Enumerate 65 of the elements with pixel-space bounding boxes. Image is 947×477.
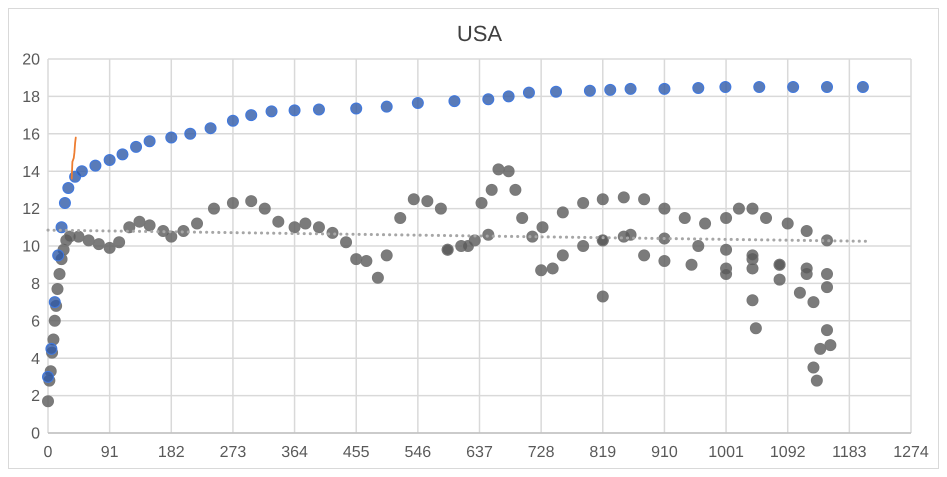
x-tick-label: 364 [281, 444, 308, 461]
x-tick-label: 273 [220, 444, 246, 461]
point [658, 82, 670, 95]
point [204, 122, 217, 134]
x-tick-label: 1001 [708, 444, 744, 461]
x-tick-label: 637 [466, 444, 493, 461]
y-tick-label: 12 [22, 201, 40, 218]
point [245, 109, 258, 122]
x-tick-label: 910 [651, 444, 678, 461]
point [624, 82, 637, 95]
y-tick-label: 10 [22, 238, 40, 256]
y-tick-label: 6 [31, 313, 40, 330]
point [288, 104, 301, 116]
point [48, 296, 61, 308]
x-tick-label: 728 [528, 444, 555, 461]
point [62, 182, 74, 194]
point [821, 81, 834, 94]
point [482, 93, 494, 106]
x-tick-label: 1183 [832, 444, 867, 461]
point [312, 103, 325, 116]
point [226, 114, 239, 127]
x-tick-label: 455 [342, 444, 370, 461]
point [130, 140, 142, 153]
point [89, 160, 102, 172]
point [76, 165, 88, 178]
y-tick-label: 8 [31, 276, 40, 293]
y-tick-label: 14 [22, 164, 40, 181]
y-tick-label: 4 [31, 350, 40, 368]
point [522, 86, 535, 99]
chart-title: USA [456, 21, 502, 46]
point [753, 81, 766, 94]
point [502, 90, 515, 102]
x-tick-label: 819 [589, 444, 616, 461]
point [45, 342, 58, 355]
x-tick-label: 91 [100, 444, 119, 461]
point [787, 81, 800, 94]
point [350, 102, 362, 115]
point [604, 84, 616, 96]
point [448, 95, 460, 108]
y-tick-label: 2 [31, 388, 40, 406]
y-tick-label: 16 [22, 126, 40, 144]
x-tick-label: 0 [44, 444, 53, 461]
point [412, 96, 424, 109]
point [42, 370, 54, 383]
x-tick-label: 1274 [893, 444, 929, 461]
y-tick-label: 18 [22, 89, 40, 106]
x-tick-label: 1092 [770, 444, 806, 461]
point [380, 100, 393, 113]
point [692, 82, 704, 94]
point [856, 81, 869, 94]
point [144, 135, 156, 148]
point [52, 249, 64, 262]
point [116, 148, 129, 160]
point [165, 132, 178, 144]
point [550, 86, 562, 98]
y-tick-label: 0 [31, 426, 40, 443]
point [584, 84, 596, 97]
point [719, 81, 732, 94]
x-tick-label: 546 [404, 444, 432, 461]
point [104, 154, 116, 166]
y-tick-label: 20 [22, 52, 40, 69]
x-tick-label: 182 [158, 444, 185, 461]
point [184, 128, 196, 140]
point [58, 196, 71, 209]
point [266, 105, 278, 118]
